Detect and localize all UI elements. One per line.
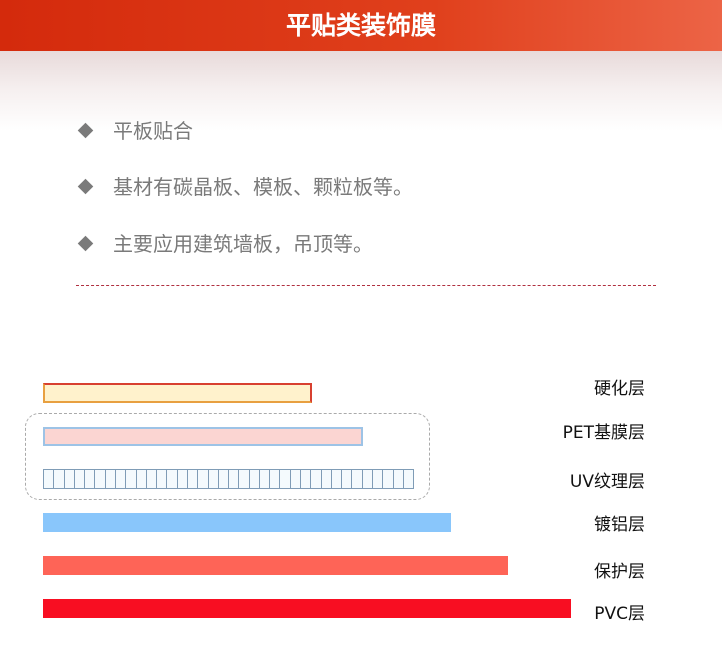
uv-texture-cell <box>147 470 158 488</box>
uv-texture-cell <box>54 470 65 488</box>
uv-texture-cell <box>126 470 137 488</box>
uv-texture-cell <box>373 470 384 488</box>
layer-label: 保护层 <box>594 562 645 582</box>
layer-label: PVC层 <box>594 604 645 624</box>
uv-texture-cell <box>311 470 322 488</box>
layer-bar-pvc <box>43 599 571 618</box>
layer-label: 硬化层 <box>594 379 645 399</box>
uv-texture-cell <box>291 470 302 488</box>
bullet-item: 平板贴合 <box>77 115 193 144</box>
uv-texture-cell <box>167 470 178 488</box>
uv-texture-cell <box>250 470 260 488</box>
diamond-bullet-icon <box>77 122 94 139</box>
layer-bar-aluminum <box>43 513 451 532</box>
uv-texture-cell <box>260 470 271 488</box>
header-shadow <box>0 51 722 131</box>
uv-texture-cell <box>106 470 116 488</box>
uv-texture-cell <box>229 470 240 488</box>
uv-texture-cell <box>352 470 363 488</box>
uv-texture-cell <box>280 470 291 488</box>
uv-texture-cell <box>239 470 250 488</box>
page-title: 平贴类装饰膜 <box>285 11 436 40</box>
bullet-text: 基材有碳晶板、模板、颗粒板等。 <box>113 175 413 199</box>
uv-texture-cell <box>95 470 106 488</box>
layer-label: PET基膜层 <box>562 423 645 443</box>
layer-bar-pet <box>43 427 363 446</box>
uv-texture-cell <box>209 470 219 488</box>
uv-texture-cell <box>198 470 209 488</box>
uv-texture-cell <box>188 470 199 488</box>
layer-label: UV纹理层 <box>569 472 645 492</box>
uv-texture-cell <box>404 470 413 488</box>
divider <box>76 285 656 286</box>
uv-texture-cell <box>342 470 353 488</box>
bullet-item: 主要应用建筑墙板，吊顶等。 <box>77 228 373 257</box>
uv-texture-cell <box>322 470 332 488</box>
layer-bar-hardened <box>43 383 312 403</box>
uv-texture-cell <box>332 470 343 488</box>
uv-texture-cell <box>301 470 312 488</box>
uv-texture-cell <box>270 470 281 488</box>
uv-texture-cell <box>219 470 230 488</box>
bullet-item: 基材有碳晶板、模板、颗粒板等。 <box>77 171 413 200</box>
uv-texture-cell <box>394 470 404 488</box>
layer-bar-protective <box>43 556 508 575</box>
uv-texture-cell <box>178 470 188 488</box>
header-bar <box>0 0 722 51</box>
uv-texture-cell <box>75 470 86 488</box>
uv-texture-cell <box>116 470 127 488</box>
bullet-text: 主要应用建筑墙板，吊顶等。 <box>113 232 373 256</box>
uv-texture-cell <box>85 470 96 488</box>
dashed-group-box <box>25 413 430 500</box>
uv-texture-cell <box>65 470 75 488</box>
layer-label: 镀铝层 <box>594 515 645 535</box>
diamond-bullet-icon <box>77 178 94 195</box>
uv-texture-cell <box>157 470 168 488</box>
uv-texture-cell <box>363 470 373 488</box>
uv-texture-cell <box>44 470 55 488</box>
diamond-bullet-icon <box>77 235 94 252</box>
uv-texture-cell <box>137 470 147 488</box>
layer-bar-uv <box>43 469 414 489</box>
bullet-text: 平板贴合 <box>113 119 193 143</box>
uv-texture-cell <box>383 470 394 488</box>
